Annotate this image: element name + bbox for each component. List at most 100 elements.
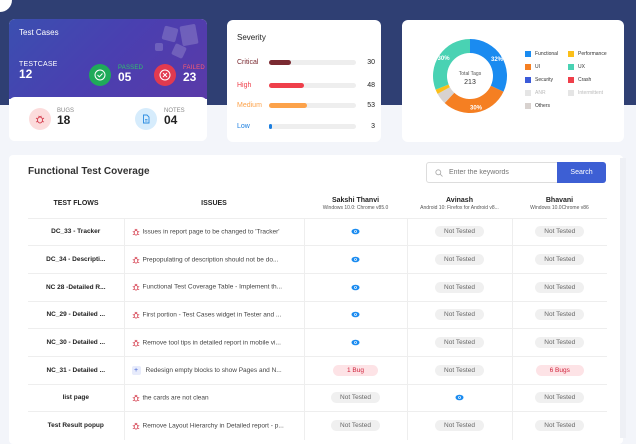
legend-swatch (568, 64, 574, 70)
bugs-stat: BUGS 18 (57, 108, 74, 127)
bug-icon (132, 311, 139, 319)
eye-icon[interactable] (351, 284, 360, 291)
table-row[interactable]: DC_33 - Tracker Issues in report page to … (28, 217, 607, 246)
legend-item-ui[interactable]: UI (525, 64, 540, 70)
severity-count: 53 (367, 101, 375, 109)
column-tester-3: Bhavani Windows 10.0Chrome v86 (512, 190, 607, 218)
issue-cell[interactable]: Remove Layout Hierarchy in Detailed repo… (123, 411, 304, 440)
result-cell: Not Tested (303, 383, 407, 412)
donut-slice-label: 32% (491, 57, 504, 63)
donut-slice-label: 30% (470, 105, 483, 111)
tester-env: Android 10: Firefox for Android v8... (420, 204, 499, 211)
legend-item-others[interactable]: Others (525, 103, 550, 109)
result-cell: Not Tested (511, 217, 607, 246)
severity-bar-fill (269, 82, 304, 88)
issue-cell[interactable]: First portion - Test Cases widget in Tes… (123, 300, 304, 329)
issue-cell[interactable]: + Redesign empty blocks to show Pages and… (123, 355, 304, 385)
table-row[interactable]: NC_29 - Detailed ... First portion - Test… (28, 300, 607, 329)
test-flow-cell[interactable]: DC_34 - Descripti... (28, 245, 124, 274)
eye-icon[interactable] (351, 339, 360, 346)
legend-label: Functional (535, 51, 559, 57)
not-tested-badge: Not Tested (435, 364, 484, 376)
tester-env: Windows 10.0Chrome v86 (530, 204, 589, 211)
severity-count: 3 (371, 122, 375, 130)
search-icon (435, 168, 443, 177)
not-tested-badge: Not Tested (535, 337, 585, 349)
legend-item-performance[interactable]: Performance (568, 51, 607, 57)
severity-row-critical: Critical 30 (237, 57, 375, 67)
severity-title: Severity (237, 33, 266, 42)
table-row[interactable]: NC_31 - Detailed ... + Redesign empty bloc… (28, 355, 607, 385)
severity-bar-track (269, 59, 356, 65)
donut-slice-others[interactable] (437, 87, 455, 103)
eye-icon[interactable] (351, 228, 360, 235)
eye-icon[interactable] (455, 394, 464, 401)
donut-slice-ui[interactable] (444, 85, 504, 113)
issue-text: Functional Test Coverage Table - Impleme… (142, 283, 283, 291)
passed-stat: PASSED 05 (118, 65, 143, 84)
donut-center-label: Total Tags (459, 71, 482, 77)
result-cell: Not Tested (511, 328, 607, 357)
legend-swatch (568, 51, 574, 57)
severity-bar-fill (269, 59, 291, 65)
bug-count-badge[interactable]: 1 Bug (333, 364, 378, 376)
donut-slice-ux[interactable] (433, 39, 470, 90)
scrollbar[interactable] (620, 158, 626, 438)
donut-slice-performance[interactable] (435, 84, 450, 94)
test-flow-cell[interactable]: NC 28 -Detailed R... (28, 272, 124, 302)
table-row[interactable]: list page the cards are not clean Not Test… (28, 383, 607, 412)
issue-cell[interactable]: the cards are not clean (123, 383, 304, 412)
tester-name: Bhavani (545, 196, 574, 204)
bug-count-badge[interactable]: 6 Bugs (535, 364, 584, 376)
issue-cell[interactable]: Functional Test Coverage Table - Impleme… (123, 272, 304, 302)
bug-icon (132, 228, 139, 236)
bug-icon (29, 108, 51, 130)
not-tested-badge: Not Tested (435, 337, 484, 349)
search-button[interactable]: Search (557, 162, 606, 183)
table-row[interactable]: NC 28 -Detailed R... Functional Test Cove… (28, 272, 607, 302)
legend-item-functional[interactable]: Functional (525, 51, 558, 57)
legend-item-security[interactable]: Security (525, 77, 553, 83)
failed-stat: FAILED 23 (183, 65, 205, 84)
test-flow-cell[interactable]: DC_33 - Tracker (28, 217, 124, 246)
legend-label: Intermittent (578, 90, 604, 96)
result-cell: Not Tested (406, 245, 512, 274)
passed-value: 05 (118, 70, 132, 84)
column-issues: ISSUES (201, 200, 227, 208)
test-flow-cell[interactable]: NC_31 - Detailed ... (28, 355, 124, 385)
legend-item-intermittent[interactable]: Intermittent (568, 90, 603, 96)
not-tested-badge: Not Tested (435, 226, 484, 238)
test-flow-cell[interactable]: Test Result popup (28, 411, 124, 440)
legend-item-crash[interactable]: Crash (568, 77, 591, 83)
severity-card: Severity Critical 30 High 48 Medium 53 Low 3 (227, 20, 381, 142)
coverage-table: TEST FLOWS ISSUES Sakshi Thanvi Windows 1… (28, 190, 607, 440)
tester-env: Windows 10.0: Chrome v85.0 (322, 204, 389, 211)
table-row[interactable]: Test Result popup Remove Layout Hierarchy… (28, 411, 607, 440)
search-input[interactable] (449, 169, 549, 176)
test-flow-cell[interactable]: list page (28, 383, 124, 412)
testcase-stat: TESTCASE 12 (19, 61, 58, 81)
issue-cell[interactable]: Prepopulating of description should not … (123, 245, 304, 274)
legend-item-anr[interactable]: ANR (525, 90, 546, 96)
legend-label: Security (535, 77, 554, 83)
issue-cell[interactable]: Issues in report page to be changed to '… (123, 217, 304, 246)
decorative-pattern (153, 23, 203, 63)
result-cell: Not Tested (406, 272, 512, 302)
bug-icon (132, 339, 139, 347)
severity-bar-track (269, 82, 356, 88)
legend-item-ux[interactable]: UX (568, 64, 585, 70)
donut-slice-functional[interactable] (470, 39, 507, 92)
legend-label: ANR (535, 90, 546, 96)
eye-icon[interactable] (351, 256, 360, 263)
eye-icon[interactable] (351, 311, 360, 318)
legend-label: UX (578, 64, 585, 70)
test-flow-cell[interactable]: NC_30 - Detailed ... (28, 328, 124, 357)
issue-cell[interactable]: Remove tool tips in detailed report in m… (123, 328, 304, 357)
result-cell: Not Tested (303, 411, 407, 440)
severity-name: High (237, 81, 252, 89)
search-field[interactable] (426, 162, 558, 183)
table-row[interactable]: NC_30 - Detailed ... Remove tool tips in … (28, 328, 607, 357)
donut-slice-label: 30% (438, 56, 451, 62)
table-row[interactable]: DC_34 - Descripti... Prepopulating of des… (28, 245, 607, 274)
test-flow-cell[interactable]: NC_29 - Detailed ... (28, 300, 124, 329)
